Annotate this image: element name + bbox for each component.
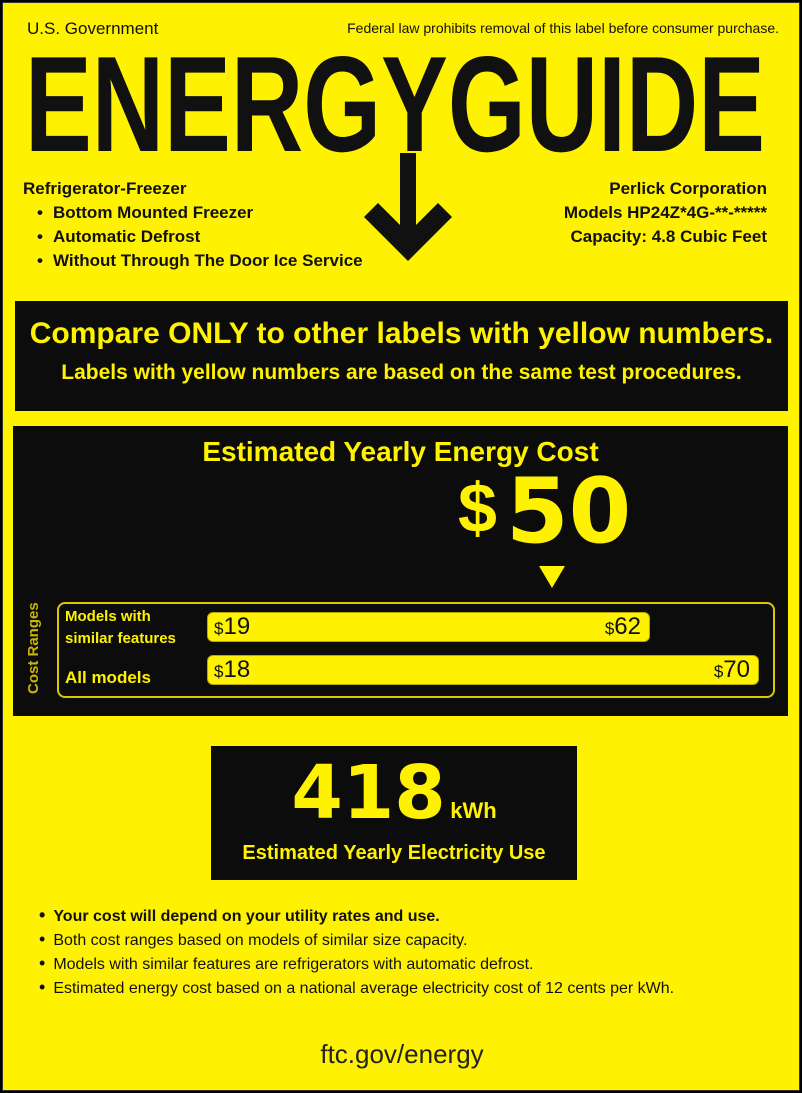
all-min: 18 [223, 656, 251, 683]
cost-marker-triangle [539, 566, 565, 588]
arrow-down-icon [364, 153, 452, 261]
similar-min: 19 [223, 613, 251, 640]
compare-banner: Compare ONLY to other labels with yellow… [15, 301, 788, 411]
cost-value: 50 [506, 459, 632, 564]
government-text: U.S. Government [27, 19, 159, 38]
electricity-value: 418 [291, 750, 446, 836]
electricity-label: Estimated Yearly Electricity Use [242, 842, 546, 864]
note-item: Your cost will depend on your utility ra… [39, 905, 439, 926]
all-max: 70 [723, 656, 750, 683]
currency-symbol: $ [214, 619, 224, 638]
feature-item: Bottom Mounted Freezer [37, 203, 253, 223]
energyguide-title-wrapper: ENERGYGUIDE [25, 47, 765, 159]
similar-label-line1: Models with [65, 608, 151, 625]
ftc-url[interactable]: ftc.gov/energy [320, 1039, 484, 1069]
all-models-label: All models [65, 668, 151, 687]
model-number: Models HP24Z*4G-**-***** [563, 203, 767, 222]
law-notice: Federal law prohibits removal of this la… [347, 20, 779, 36]
cost-ranges-label: Cost Ranges [25, 602, 42, 694]
capacity: Capacity: 4.8 Cubic Feet [570, 227, 767, 246]
feature-item: Automatic Defrost [37, 227, 200, 247]
cost-panel: Estimated Yearly Energy Cost $ 50 Cost R… [13, 426, 788, 716]
all-models-cost-range-bar: $18 $70 [207, 655, 759, 685]
compare-headline: Compare ONLY to other labels with yellow… [29, 317, 774, 350]
cost-heading: Estimated Yearly Energy Cost [202, 436, 599, 467]
currency-symbol: $ [214, 662, 224, 681]
similar-label-line2: similar features [65, 630, 176, 647]
currency-symbol: $ [713, 662, 724, 681]
similar-max: 62 [614, 613, 641, 640]
note-item: Estimated energy cost based on a nationa… [39, 977, 674, 998]
note-item: Models with similar features are refrige… [39, 953, 533, 974]
electricity-panel: 418 kWh Estimated Yearly Electricity Use [211, 746, 577, 880]
currency-symbol: $ [604, 619, 615, 638]
compare-subline: Labels with yellow numbers are based on … [61, 361, 742, 384]
similar-cost-range-bar: $19 $62 [207, 612, 650, 642]
manufacturer: Perlick Corporation [609, 179, 767, 198]
note-item: Both cost ranges based on models of simi… [39, 929, 467, 950]
cost-currency: $ [458, 469, 497, 547]
electricity-value-row: 418 kWh [211, 750, 577, 857]
cost-ranges-box: Models with similar features All models … [57, 602, 775, 698]
feature-item: Without Through The Door Ice Service [37, 251, 363, 271]
energyguide-title: ENERGYGUIDE [25, 47, 765, 159]
electricity-unit: kWh [450, 798, 497, 823]
product-type: Refrigerator-Freezer [23, 179, 187, 198]
